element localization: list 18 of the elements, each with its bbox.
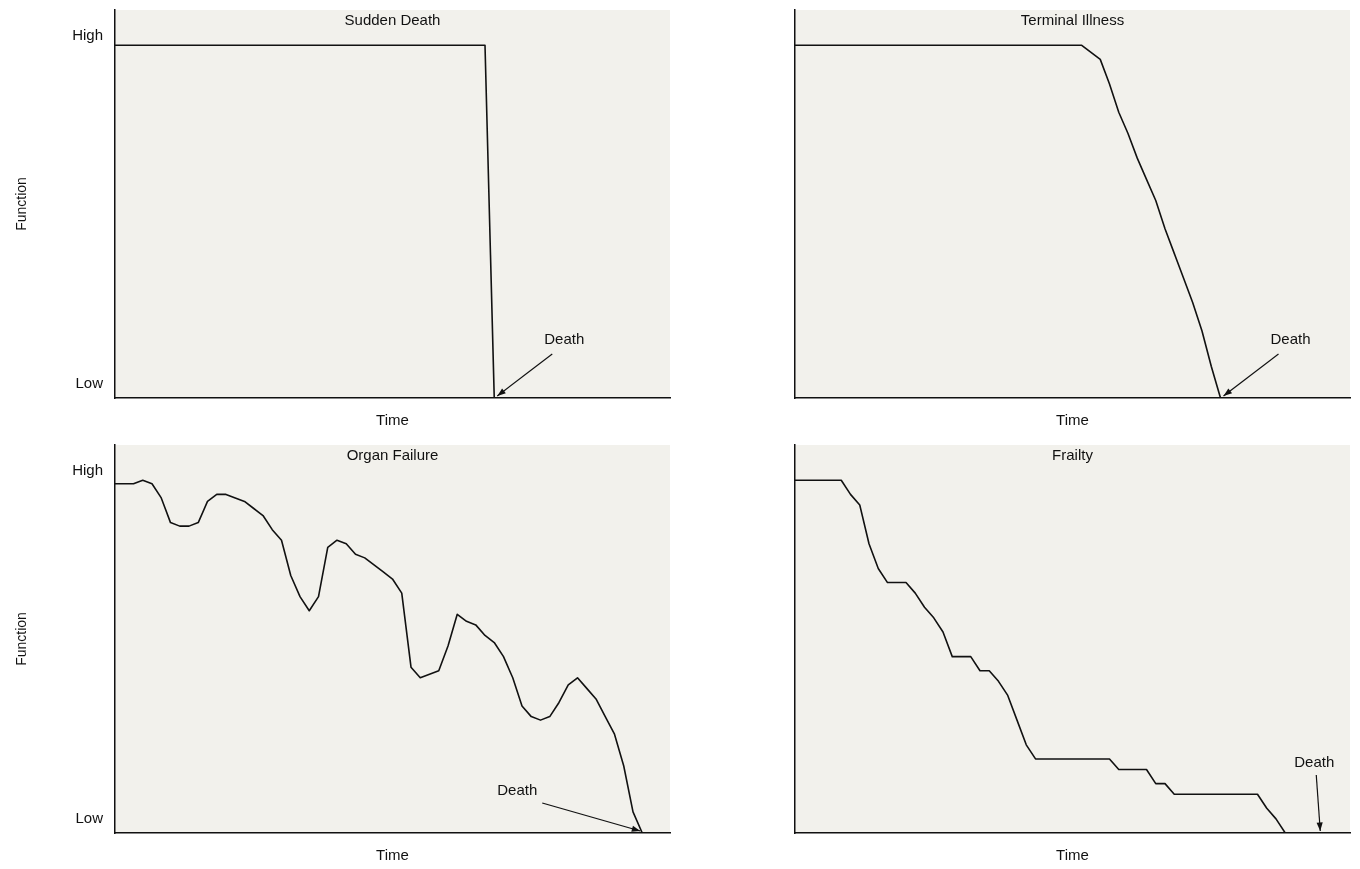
text: High <box>72 26 103 44</box>
chart-title: Organ Failure <box>346 445 439 463</box>
chart-title: Frailty <box>1052 445 1094 463</box>
annotation: Death <box>1294 753 1335 771</box>
chart-title: Terminal Illness <box>1020 10 1125 28</box>
text: Low <box>75 809 104 827</box>
annotation: Death <box>1270 330 1311 348</box>
chart-title: Sudden Death <box>344 10 441 28</box>
x-axis-title: Time <box>376 846 409 864</box>
y-axis-title: Function <box>13 612 30 666</box>
text: High <box>72 461 103 479</box>
y-axis-title: Function <box>13 177 30 231</box>
text: Low <box>75 374 104 392</box>
x-axis-title: Time <box>1056 411 1089 429</box>
annotation: Death <box>544 330 585 348</box>
annotation: Death <box>497 781 538 799</box>
x-axis-title: Time <box>376 411 409 429</box>
x-axis-title: Time <box>1056 846 1089 864</box>
